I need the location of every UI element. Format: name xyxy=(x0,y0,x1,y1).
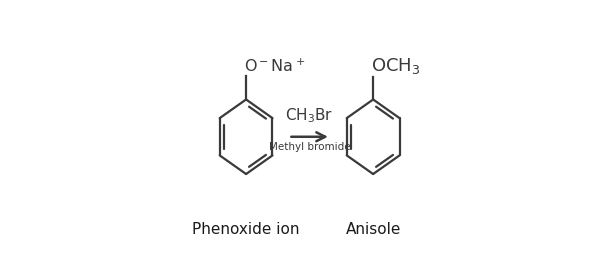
Text: Anisole: Anisole xyxy=(346,222,401,237)
Text: CH$_3$Br: CH$_3$Br xyxy=(286,106,334,125)
Text: Phenoxide ion: Phenoxide ion xyxy=(193,222,300,237)
Text: O$^-$Na$^+$: O$^-$Na$^+$ xyxy=(244,57,305,75)
Text: OCH$_3$: OCH$_3$ xyxy=(371,56,421,76)
Text: Methyl bromide: Methyl bromide xyxy=(269,142,350,152)
